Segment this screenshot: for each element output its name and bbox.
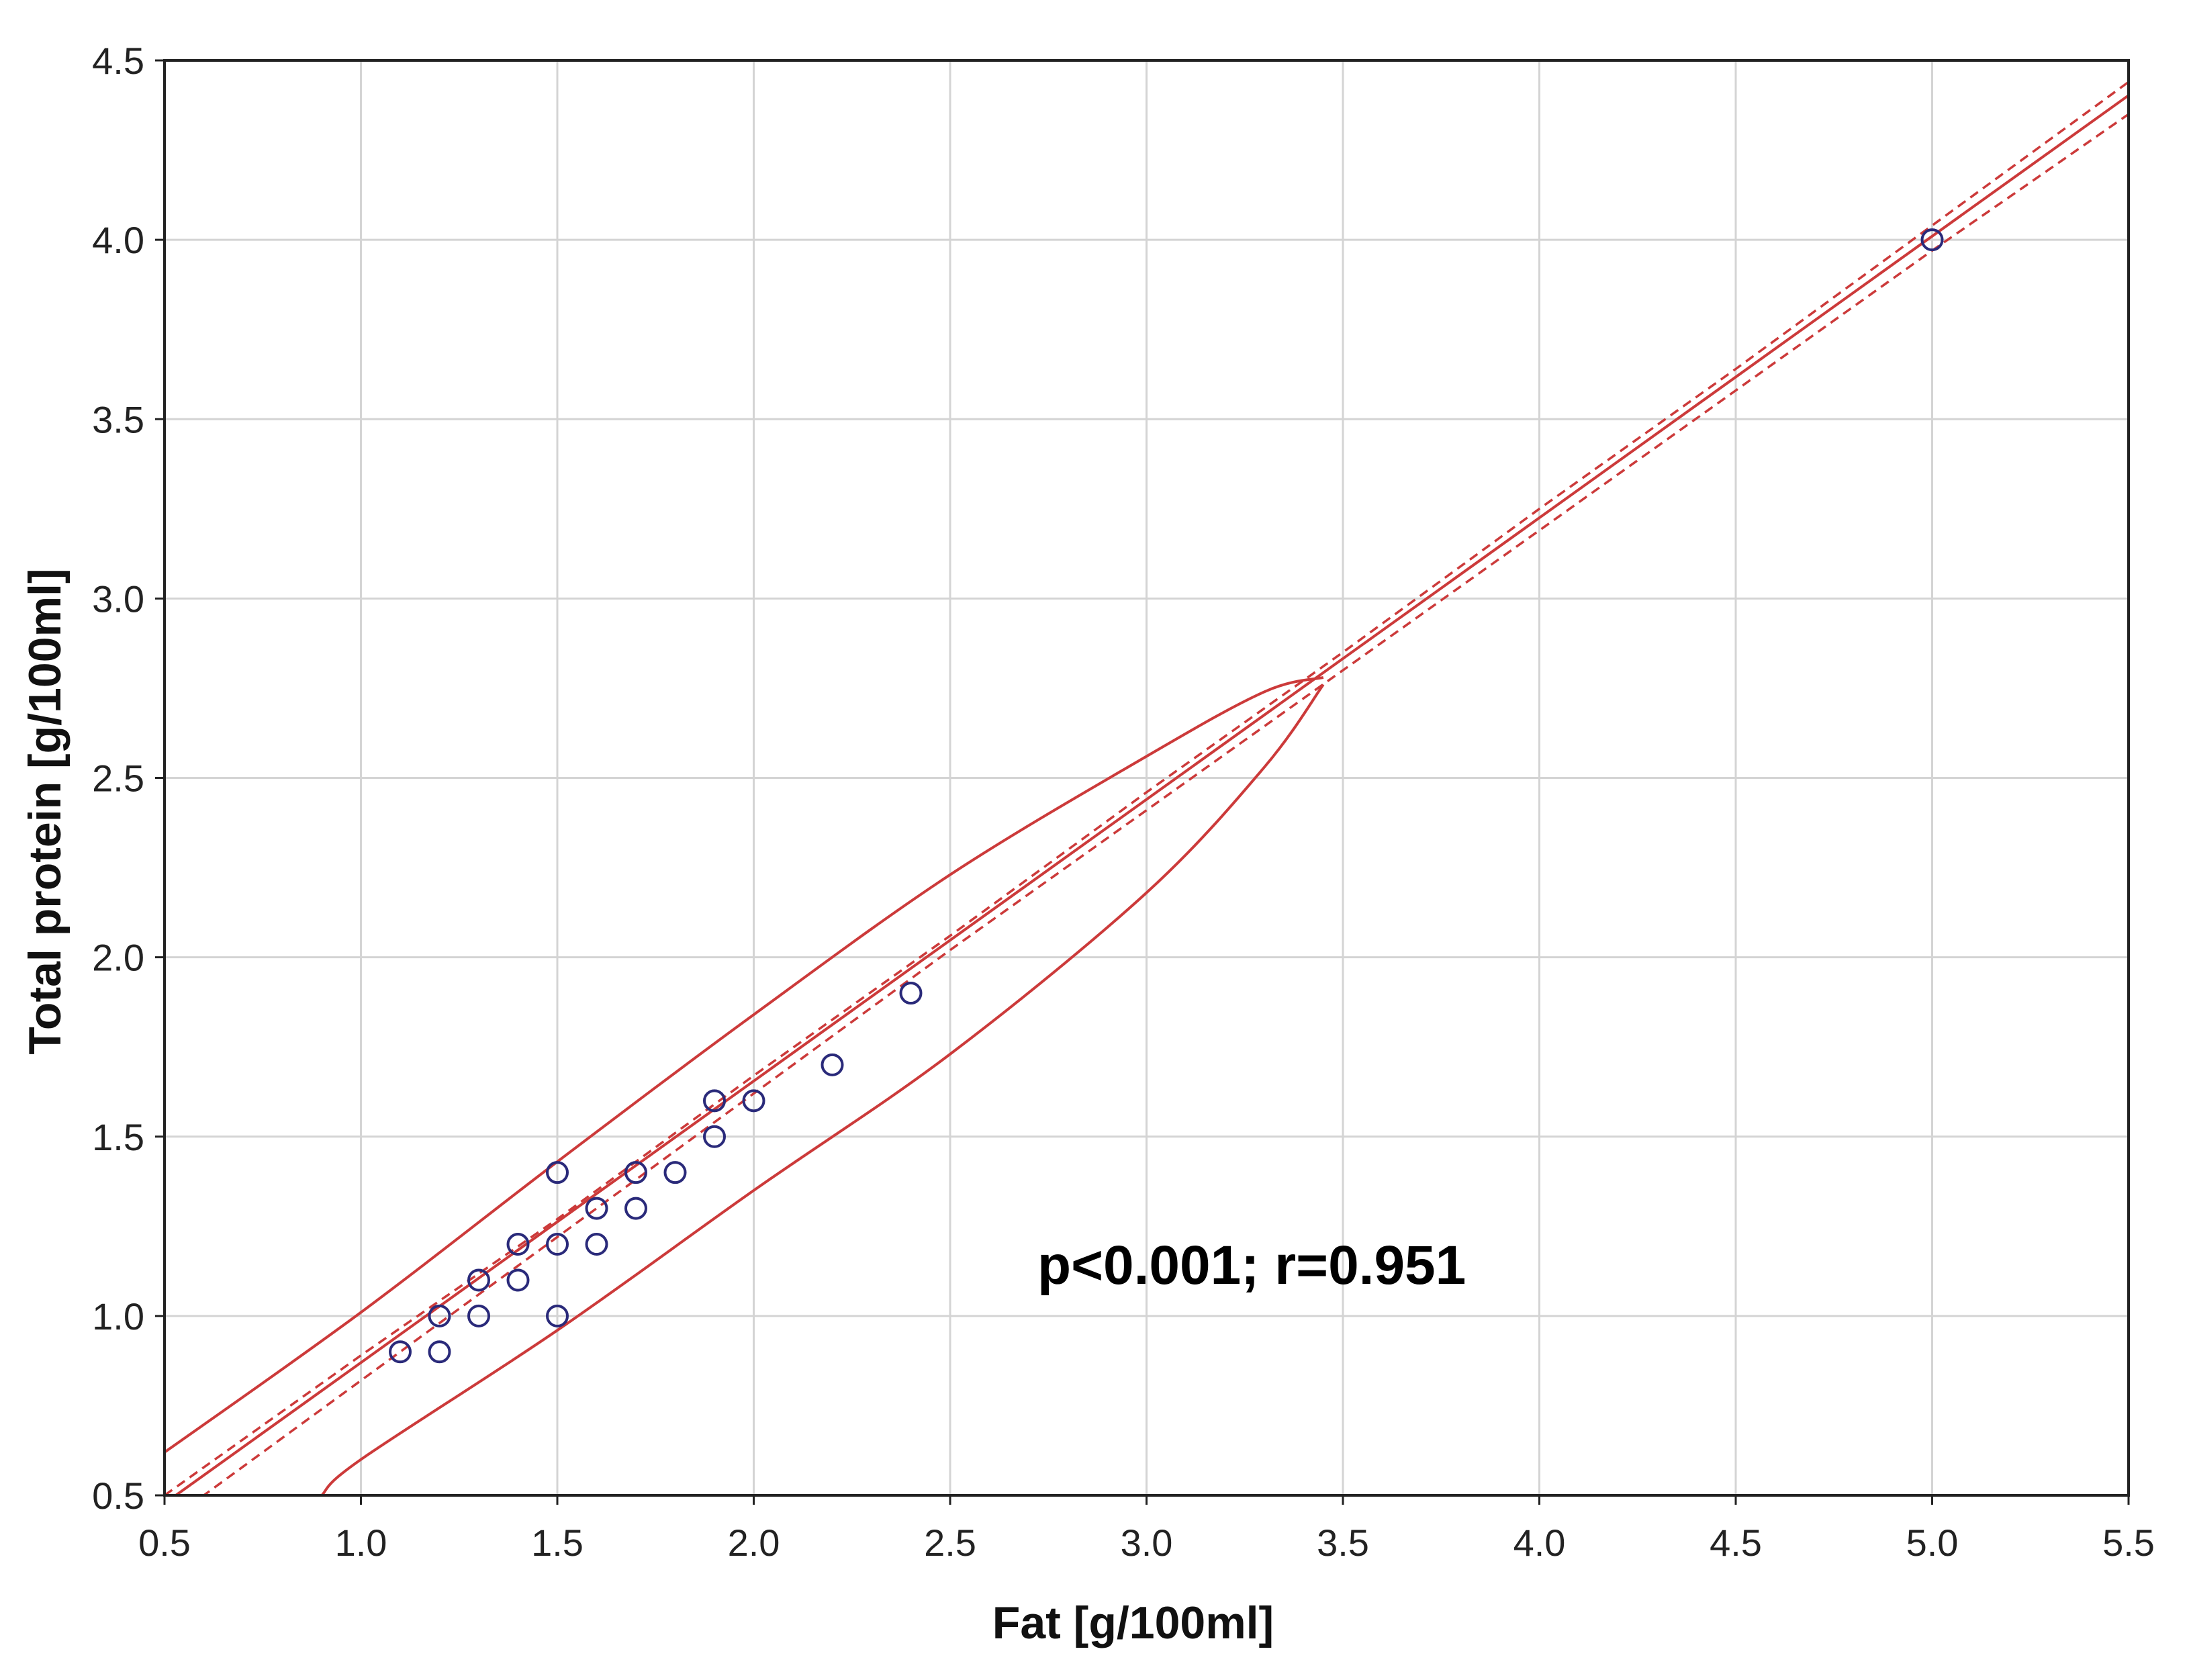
x-tick-label: 4.0: [1513, 1522, 1566, 1564]
data-point: [899, 982, 923, 1005]
data-point: [506, 1233, 530, 1256]
data-point: [821, 1053, 844, 1076]
data-point: [506, 1268, 530, 1292]
regression-line: [173, 94, 2129, 1495]
data-point: [546, 1233, 569, 1256]
confidence-band-upper: [165, 81, 2129, 1495]
x-tick-label: 5.5: [2102, 1522, 2155, 1564]
x-tick-label: 3.0: [1121, 1522, 1173, 1564]
data-point: [389, 1340, 412, 1364]
data-point: [624, 1197, 647, 1220]
x-axis-title: Fat [g/100ml]: [992, 1597, 1274, 1648]
prediction-band-upper: [165, 675, 1324, 1454]
y-tick-label: 3.5: [92, 398, 144, 440]
data-point: [467, 1268, 490, 1292]
stats-annotation: p<0.001; r=0.951: [1037, 1235, 1466, 1296]
data-point: [428, 1340, 451, 1364]
y-tick-label: 2.5: [92, 757, 144, 800]
x-tick-label: 2.5: [924, 1522, 976, 1564]
y-tick-label: 4.5: [92, 40, 144, 82]
data-point: [663, 1161, 687, 1184]
confidence-band-lower: [201, 113, 2129, 1495]
data-point: [546, 1304, 569, 1327]
data-point: [585, 1197, 608, 1220]
x-tick-label: 0.5: [138, 1522, 191, 1564]
y-tick-label: 3.0: [92, 577, 144, 620]
data-point: [703, 1089, 726, 1113]
y-tick-label: 0.5: [92, 1475, 144, 1517]
ticks: 0.5 1.0 1.5 2.0 2.5 3.0 3.5 4.0 4.5 5.0 5.5 0.5 1.0 1…: [92, 40, 2155, 1564]
x-tick-label: 5.0: [1906, 1522, 1959, 1564]
y-tick-label: 4.0: [92, 219, 144, 261]
x-tick-label: 4.5: [1710, 1522, 1762, 1564]
x-tick-label: 1.5: [531, 1522, 584, 1564]
x-tick-label: 3.5: [1317, 1522, 1369, 1564]
y-tick-label: 1.5: [92, 1116, 144, 1158]
data-point: [546, 1161, 569, 1184]
y-tick-label: 2.0: [92, 937, 144, 979]
data-point: [1920, 228, 1944, 252]
data-point: [428, 1304, 451, 1327]
prediction-band-lower: [320, 684, 1325, 1495]
data-point: [585, 1233, 608, 1256]
y-tick-label: 1.0: [92, 1295, 144, 1338]
data-point: [703, 1125, 726, 1148]
x-tick-label: 1.0: [335, 1522, 387, 1564]
data-point: [742, 1089, 765, 1113]
data-point: [624, 1161, 647, 1184]
bands: [165, 81, 2129, 1495]
data-point: [467, 1304, 490, 1327]
x-tick-label: 2.0: [728, 1522, 780, 1564]
data-points: [389, 228, 1944, 1364]
y-axis-title: Total protein [g/100ml]: [19, 568, 71, 1054]
